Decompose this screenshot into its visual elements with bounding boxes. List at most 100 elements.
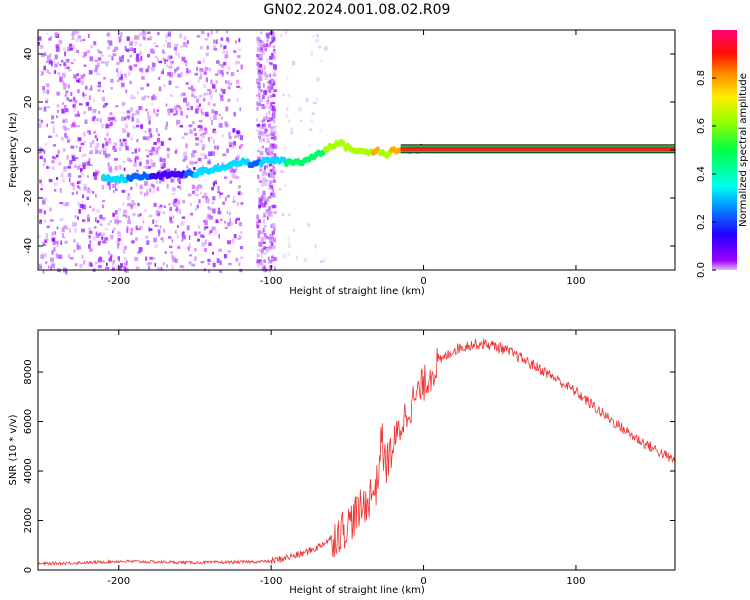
noise-cell	[273, 156, 276, 159]
noise-cell	[256, 39, 259, 44]
noise-cell	[56, 104, 60, 108]
noise-cell	[259, 49, 264, 53]
noise-cell	[122, 201, 125, 206]
noise-cell	[177, 73, 182, 78]
noise-cell	[204, 154, 208, 159]
noise-cell	[46, 32, 48, 36]
noise-cell	[92, 191, 95, 194]
noise-cell	[206, 198, 210, 203]
noise-cell	[38, 208, 43, 214]
noise-cell	[222, 89, 226, 94]
noise-cell	[263, 212, 266, 217]
noise-cell	[135, 237, 138, 241]
noise-cell	[270, 238, 273, 242]
noise-cell	[262, 228, 265, 233]
noise-cell	[45, 98, 49, 101]
noise-cell	[237, 202, 240, 206]
noise-cell	[266, 43, 269, 48]
noise-cell	[144, 192, 146, 197]
noise-cell	[63, 86, 66, 90]
noise-cell	[215, 80, 218, 84]
noise-cell	[280, 170, 284, 174]
noise-cell	[127, 219, 132, 225]
noise-cell	[64, 108, 69, 113]
noise-cell	[288, 245, 291, 248]
noise-cell	[50, 266, 52, 271]
noise-cell	[174, 43, 178, 48]
noise-cell	[269, 55, 273, 60]
noise-cell	[211, 187, 214, 191]
noise-cell	[271, 39, 274, 44]
noise-cell	[39, 179, 42, 184]
noise-cell	[256, 79, 260, 83]
snr-series-line	[37, 338, 675, 567]
noise-cell	[267, 198, 270, 202]
noise-cell	[136, 157, 139, 160]
noise-cell	[272, 145, 275, 150]
noise-cell	[234, 60, 237, 66]
noise-cell	[268, 195, 272, 199]
noise-cell	[268, 259, 273, 264]
noise-cell	[69, 257, 74, 260]
noise-cell	[71, 35, 75, 41]
noise-cell	[79, 39, 83, 42]
noise-cell	[158, 86, 162, 92]
noise-cell	[107, 155, 110, 159]
noise-cell	[107, 181, 111, 186]
y-tick-label: 6000	[23, 409, 34, 434]
noise-cell	[103, 151, 106, 155]
noise-cell	[271, 114, 276, 119]
noise-cell	[272, 193, 276, 198]
noise-cell	[224, 220, 226, 224]
noise-cell	[107, 222, 111, 226]
noise-cell	[58, 254, 63, 259]
noise-cell	[186, 107, 190, 111]
noise-cell	[229, 82, 233, 86]
noise-cell	[142, 219, 145, 224]
noise-cell	[123, 245, 127, 250]
noise-cell	[221, 134, 224, 137]
noise-cell	[112, 146, 116, 151]
noise-cell	[240, 231, 243, 234]
noise-cell	[74, 30, 78, 35]
noise-cell	[282, 94, 285, 97]
noise-cell	[102, 143, 105, 148]
noise-cell	[213, 103, 216, 107]
spectrogram-y-axis-label: Frequency (Hz)	[8, 112, 19, 188]
noise-cell	[112, 184, 117, 188]
noise-cell	[120, 32, 123, 37]
noise-cell	[171, 264, 174, 270]
noise-cell	[319, 129, 322, 133]
noise-cell	[125, 89, 128, 94]
noise-cell	[112, 230, 114, 234]
noise-cell	[263, 268, 266, 273]
noise-cell	[101, 234, 103, 239]
noise-cell	[260, 125, 264, 130]
noise-cell	[221, 72, 224, 77]
noise-cell	[263, 171, 267, 176]
noise-cell	[233, 50, 237, 53]
noise-cell	[268, 172, 271, 177]
noise-cell	[111, 56, 114, 61]
noise-cell	[141, 96, 146, 101]
noise-cell	[176, 210, 179, 213]
noise-cell	[177, 200, 180, 206]
noise-cell	[257, 43, 262, 46]
noise-cell	[158, 76, 161, 80]
noise-cell	[136, 228, 141, 231]
noise-cell	[192, 150, 197, 153]
noise-cell	[162, 68, 164, 73]
noise-cell	[109, 121, 113, 126]
noise-cell	[96, 170, 100, 174]
noise-cell	[144, 95, 147, 98]
noise-cell	[257, 174, 260, 179]
noise-cell	[54, 231, 57, 235]
noise-cell	[126, 195, 131, 201]
noise-cell	[121, 101, 125, 107]
noise-cell	[80, 165, 84, 170]
noise-cell	[114, 158, 118, 161]
noise-cell	[193, 127, 196, 132]
noise-cell	[147, 53, 150, 58]
noise-cell	[151, 164, 156, 168]
